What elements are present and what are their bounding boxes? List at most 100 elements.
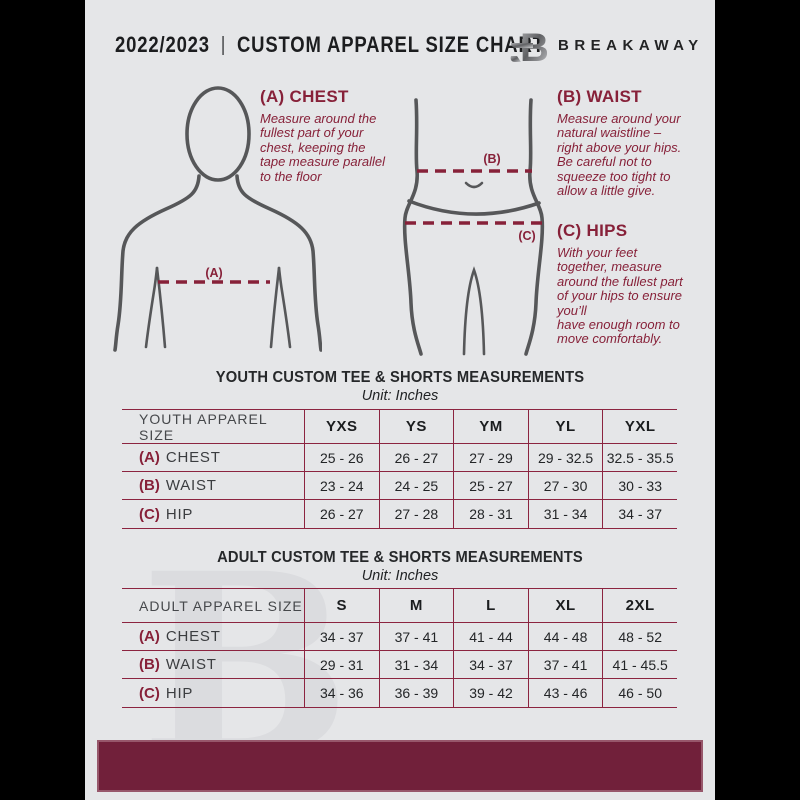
page-title: CUSTOM APPAREL SIZE CHART <box>236 32 545 57</box>
letterbox-right <box>715 0 800 800</box>
row-label: (B) WAIST <box>122 472 304 500</box>
size-col-header: YL <box>527 410 603 444</box>
youth-section-unit: Unit: Inches <box>361 388 439 404</box>
table-cell: 44 - 48 <box>527 623 603 651</box>
right-shoulder-arm-outline <box>235 174 322 352</box>
chest-line-label: (A) <box>205 266 222 280</box>
row-label: (A) CHEST <box>122 444 304 472</box>
youth-table-header-label: YOUTH APPAREL SIZE <box>122 410 304 444</box>
brand-name: BREAKAWAY <box>558 37 704 54</box>
left-torso-line <box>155 266 167 349</box>
table-cell: 37 - 41 <box>378 623 454 651</box>
header: 2022/2023 | CUSTOM APPAREL SIZE CHART <box>115 32 545 58</box>
upper-body-diagram: (A) <box>113 86 322 352</box>
hips-line-label: (C) <box>518 229 535 243</box>
table-cell: 27 - 30 <box>527 472 603 500</box>
letterbox-left <box>0 0 85 800</box>
row-label-prefix: (B) <box>139 477 160 494</box>
table-cell: 23 - 24 <box>304 472 379 500</box>
adult-size-table: ADULT APPAREL SIZE S M L XL 2XL (A) CHES… <box>122 588 677 708</box>
right-torso-line <box>269 266 281 349</box>
table-cell: 43 - 46 <box>527 679 603 708</box>
row-label: (A) CHEST <box>122 623 304 651</box>
row-label: (B) WAIST <box>122 651 304 679</box>
right-hip-leg-outline <box>524 98 545 356</box>
youth-size-table: YOUTH APPAREL SIZE YXS YS YM YL YXL (A) … <box>122 409 677 529</box>
size-col-header: YXL <box>602 410 677 444</box>
row-label-text: CHEST <box>165 628 221 645</box>
table-cell: 34 - 36 <box>304 679 379 708</box>
row-label: (C) HIP <box>122 500 304 529</box>
waist-heading: (B) WAIST <box>557 87 642 106</box>
leg-split-line <box>462 266 486 356</box>
left-hip-leg-outline <box>402 98 423 356</box>
breakaway-logo-icon: B <box>509 24 553 75</box>
left-shoulder-arm-outline <box>113 174 201 352</box>
left-inner-arm-line <box>144 266 159 349</box>
row-label-text: HIP <box>165 684 194 702</box>
table-cell: 46 - 50 <box>602 679 677 708</box>
table-cell: 34 - 37 <box>453 651 528 679</box>
row-label-prefix: (A) <box>139 449 160 466</box>
navel-mark <box>464 181 484 189</box>
row-label-text: CHEST <box>165 449 221 466</box>
table-cell: 34 - 37 <box>602 500 677 529</box>
table-cell: 32.5 - 35.5 <box>602 444 677 472</box>
table-cell: 36 - 39 <box>378 679 454 708</box>
row-label: (C) HIP <box>122 679 304 708</box>
size-col-header: YM <box>453 410 528 444</box>
table-cell: 39 - 42 <box>453 679 528 708</box>
table-cell: 41 - 44 <box>453 623 528 651</box>
table-cell: 25 - 27 <box>453 472 528 500</box>
table-cell: 48 - 52 <box>602 623 677 651</box>
size-col-header: M <box>378 589 454 623</box>
hips-heading: (C) HIPS <box>557 221 628 240</box>
row-label-text: WAIST <box>165 656 217 673</box>
size-col-header: S <box>304 589 379 623</box>
table-cell: 25 - 26 <box>304 444 379 472</box>
table-cell: 31 - 34 <box>527 500 603 529</box>
size-col-header: YS <box>378 410 454 444</box>
table-cell: 37 - 41 <box>527 651 603 679</box>
table-cell: 27 - 28 <box>378 500 454 529</box>
table-cell: 26 - 27 <box>378 444 454 472</box>
table-cell: 24 - 25 <box>378 472 454 500</box>
table-cell: 26 - 27 <box>304 500 379 529</box>
adult-table-header-label: ADULT APPAREL SIZE <box>122 589 304 623</box>
row-label-prefix: (B) <box>139 656 160 673</box>
poster-content: 2022/2023 | CUSTOM APPAREL SIZE CHART B <box>85 0 715 800</box>
adult-section-unit: Unit: Inches <box>361 568 439 584</box>
size-col-header: XL <box>527 589 603 623</box>
table-cell: 34 - 37 <box>304 623 379 651</box>
hip-curve <box>407 199 541 216</box>
table-cell: 27 - 29 <box>453 444 528 472</box>
chest-description: Measure around the fullest part of your … <box>260 111 386 184</box>
size-col-header: L <box>453 589 528 623</box>
header-divider: | <box>220 33 227 56</box>
youth-section-title: YOUTH CUSTOM TEE & SHORTS MEASUREMENTS <box>215 369 585 386</box>
table-cell: 31 - 34 <box>378 651 454 679</box>
size-col-header: YXS <box>304 410 379 444</box>
size-col-header: 2XL <box>602 589 677 623</box>
table-cell: 30 - 33 <box>602 472 677 500</box>
adult-section-title: ADULT CUSTOM TEE & SHORTS MEASUREMENTS <box>217 549 583 566</box>
head-outline <box>185 86 251 182</box>
waist-line-label: (B) <box>483 152 500 166</box>
table-cell: 28 - 31 <box>453 500 528 529</box>
chest-heading: (A) CHEST <box>260 87 349 106</box>
hips-description: With your feet together, measure around … <box>557 245 683 347</box>
table-cell: 41 - 45.5 <box>602 651 677 679</box>
footer-bar <box>97 740 703 792</box>
row-label-text: WAIST <box>165 477 217 494</box>
right-inner-arm-line <box>277 266 292 349</box>
table-cell: 29 - 32.5 <box>527 444 603 472</box>
table-cell: 29 - 31 <box>304 651 379 679</box>
row-label-prefix: (A) <box>139 628 160 645</box>
waist-description: Measure around your natural waistline – … <box>557 111 682 199</box>
row-label-text: HIP <box>165 505 194 523</box>
lower-body-diagram: (B) (C) <box>402 98 545 356</box>
row-label-prefix: (C) <box>139 684 160 702</box>
row-label-prefix: (C) <box>139 505 160 523</box>
header-year: 2022/2023 <box>115 32 210 57</box>
